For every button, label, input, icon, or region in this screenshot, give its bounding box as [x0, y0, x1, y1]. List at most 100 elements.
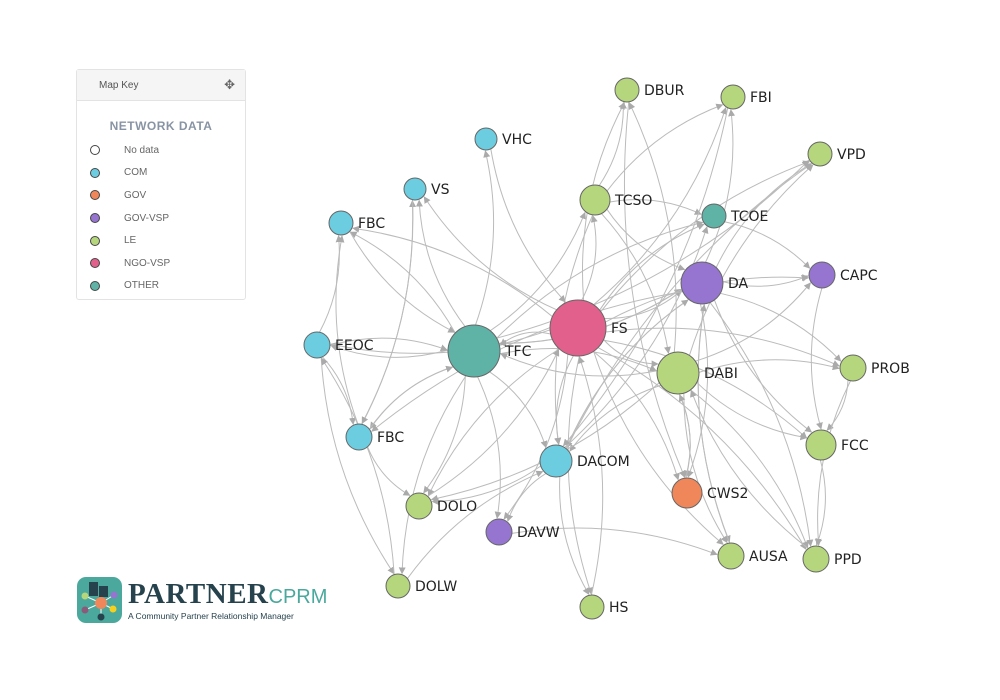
edge-tfc-vs [415, 199, 466, 327]
node-vpd[interactable]: VPD [807, 141, 866, 167]
legend-item-other[interactable]: OTHER [77, 275, 245, 298]
edge-prob-ppd [814, 380, 851, 546]
node-tfc[interactable]: TFC [447, 324, 532, 378]
node-circle[interactable] [805, 429, 837, 461]
legend-item-le[interactable]: LE [77, 229, 245, 252]
logo-wordmark: PARTNERCPRM [128, 579, 327, 611]
node-circle[interactable] [680, 261, 724, 305]
legend-dot-icon [90, 213, 100, 224]
node-circle[interactable] [614, 77, 640, 103]
map-key-header[interactable]: Map Key ✥ [77, 70, 245, 101]
node-dbur[interactable]: DBUR [614, 77, 685, 103]
node-circle[interactable] [485, 518, 513, 546]
node-dacom[interactable]: DACOM [539, 444, 630, 478]
node-vs[interactable]: VS [403, 177, 450, 201]
node-dolo[interactable]: DOLO [405, 492, 477, 520]
node-circle[interactable] [345, 423, 373, 451]
legend-dot-icon [90, 258, 100, 269]
legend-item-no data[interactable]: No data [77, 139, 245, 162]
node-fcc[interactable]: FCC [805, 429, 869, 461]
node-da[interactable]: DA [680, 261, 749, 305]
node-circle[interactable] [539, 444, 573, 478]
node-tcoe[interactable]: TCOE [701, 203, 768, 229]
node-prob[interactable]: PROB [839, 354, 910, 382]
node-circle[interactable] [579, 184, 611, 216]
node-label: FBC [358, 216, 385, 232]
edge-dolo-fs [427, 348, 560, 497]
edge-fs-vpd [600, 160, 811, 312]
node-capc[interactable]: CAPC [808, 261, 878, 289]
legend-item-ngo-vsp[interactable]: NGO-VSP [77, 252, 245, 275]
node-label: TCSO [614, 193, 652, 209]
node-circle[interactable] [807, 141, 833, 167]
node-fbc[interactable]: FBC [345, 423, 404, 451]
node-vhc[interactable]: VHC [474, 127, 532, 151]
node-circle[interactable] [328, 210, 354, 236]
map-key-title: Map Key [99, 79, 139, 91]
edge-fcc-ppd [815, 459, 826, 546]
node-fs[interactable]: FS [549, 299, 628, 357]
legend-dot-icon [90, 167, 100, 178]
node-circle[interactable] [405, 492, 433, 520]
legend-item-com[interactable]: COM [77, 162, 245, 185]
node-hs[interactable]: HS [579, 594, 629, 620]
node-ausa[interactable]: AUSA [717, 542, 788, 570]
node-circle[interactable] [671, 477, 703, 509]
node-circle[interactable] [579, 594, 605, 620]
node-circle[interactable] [474, 127, 498, 151]
node-fbc[interactable]: FBC [328, 210, 385, 236]
node-label: DOLO [437, 499, 477, 515]
node-dabi[interactable]: DABI [656, 351, 738, 395]
edge-dacom-da [565, 299, 689, 449]
edge-capc-fcc [810, 287, 823, 430]
node-circle[interactable] [656, 351, 700, 395]
node-circle[interactable] [720, 84, 746, 110]
node-circle[interactable] [701, 203, 727, 229]
node-eeoc[interactable]: EEOC [303, 331, 374, 359]
edge-fbc-dolo [367, 446, 411, 496]
node-label: VHC [502, 132, 532, 148]
edge-fs-fcc [603, 339, 808, 439]
node-tcso[interactable]: TCSO [579, 184, 652, 216]
legend-label: LE [124, 235, 137, 247]
node-circle[interactable] [717, 542, 745, 570]
edge-fbc-tfc [369, 365, 454, 430]
node-circle[interactable] [802, 545, 830, 573]
legend-dot-icon [90, 280, 100, 291]
node-circle[interactable] [808, 261, 836, 289]
edge-dabi-ausa [683, 393, 728, 544]
node-davw[interactable]: DAVW [485, 518, 560, 546]
legend-item-gov[interactable]: GOV [77, 184, 245, 207]
edge-dabi-ppd [690, 389, 809, 549]
edge-dabi-prob [698, 359, 840, 373]
move-arrows-icon[interactable]: ✥ [224, 77, 235, 92]
node-circle[interactable] [303, 331, 331, 359]
edge-tcso-dbur [598, 101, 628, 186]
map-key-panel: Map Key ✥ NETWORK DATA No data COM GOV GOV-… [76, 69, 246, 300]
edge-tfc-eeoc [330, 344, 449, 358]
edge-tfc-vhc [474, 150, 495, 326]
node-cws2[interactable]: CWS2 [671, 477, 748, 509]
edge-fs-ausa [593, 351, 724, 545]
node-circle[interactable] [385, 573, 411, 599]
node-label: TFC [504, 344, 532, 360]
node-circle[interactable] [447, 324, 501, 378]
node-fbi[interactable]: FBI [720, 84, 772, 110]
edge-dacom-vpd [565, 163, 813, 450]
edge-dabi-dolo [430, 382, 660, 502]
edge-fs-cws2 [593, 350, 680, 481]
edge-fs-hs [567, 355, 593, 595]
node-circle[interactable] [403, 177, 427, 201]
node-label: FBC [377, 430, 404, 446]
node-circle[interactable] [549, 299, 607, 357]
legend-item-gov-vsp[interactable]: GOV-VSP [77, 207, 245, 230]
edge-ausa-da [697, 304, 731, 544]
node-dolw[interactable]: DOLW [385, 573, 457, 599]
edge-fs-prob [605, 327, 840, 367]
node-circle[interactable] [839, 354, 867, 382]
legend-label: GOV [124, 189, 147, 201]
node-ppd[interactable]: PPD [802, 545, 862, 573]
edge-fs-dacom [554, 355, 574, 445]
node-label: TCOE [730, 209, 768, 225]
